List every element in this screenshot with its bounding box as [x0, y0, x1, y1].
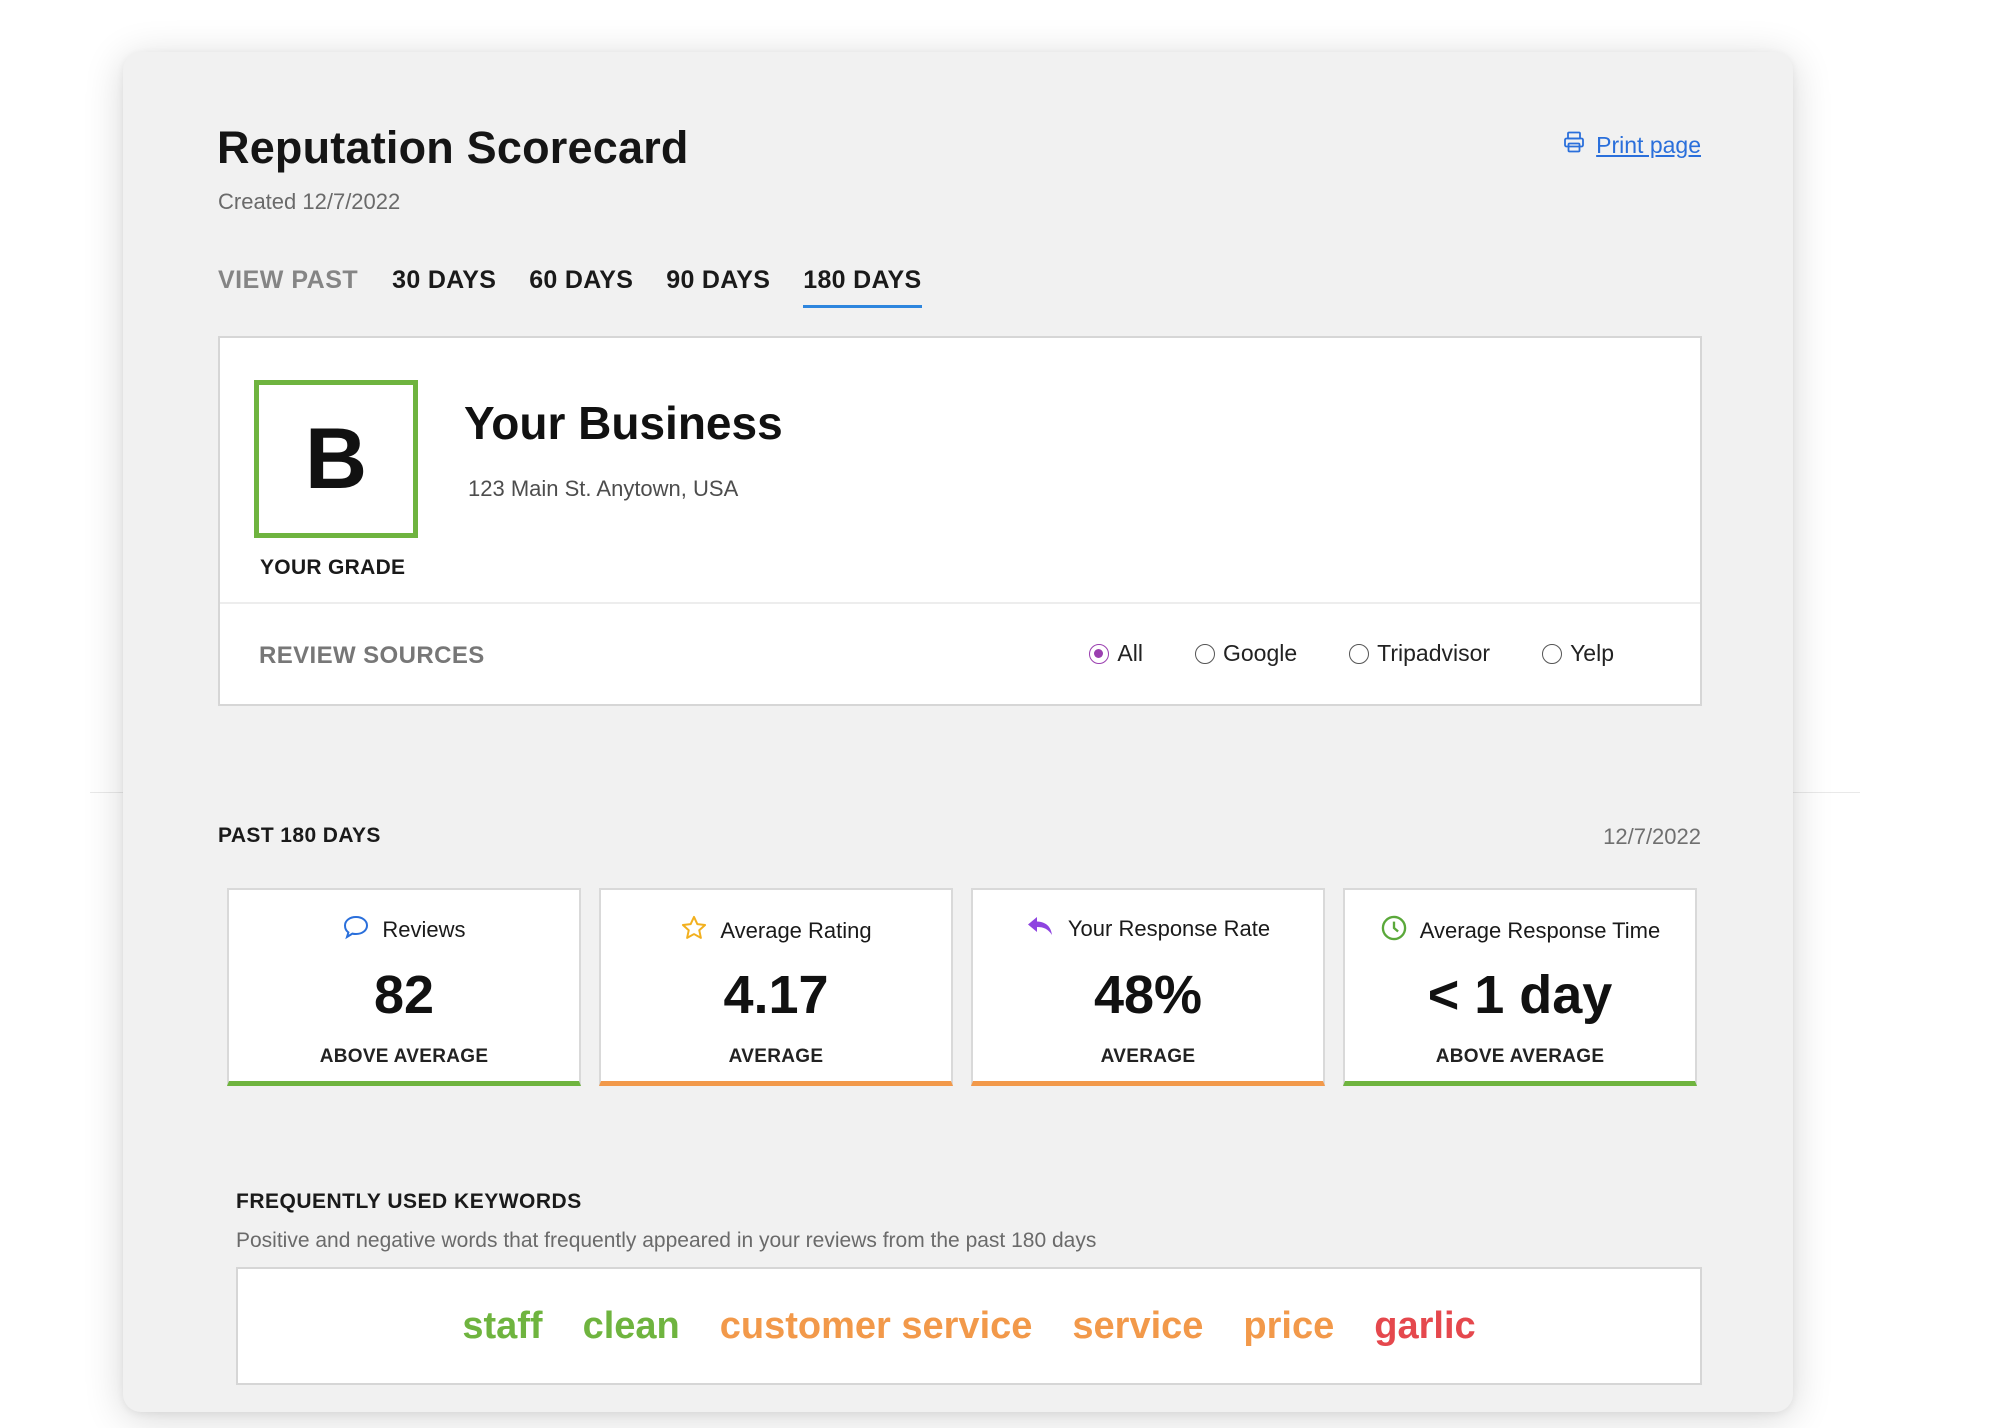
keyword: staff	[462, 1304, 543, 1347]
metric-title: Average Response Time	[1419, 918, 1661, 943]
metric-title: Average Rating	[720, 918, 872, 943]
source-radio-yelp[interactable]: Yelp	[1542, 640, 1614, 667]
grade-badge: B	[254, 380, 418, 538]
tab-30-days[interactable]: 30 DAYS	[392, 266, 497, 294]
radio-icon	[1542, 643, 1563, 664]
print-page-label: Print page	[1596, 131, 1701, 158]
speech-bubble-icon	[342, 914, 370, 946]
metric-card-response-rate: Your Response Rate 48% AVERAGE	[971, 888, 1325, 1086]
keyword: clean	[582, 1304, 680, 1347]
source-label-google: Google	[1222, 640, 1298, 666]
radio-icon	[1194, 643, 1215, 664]
reply-arrow-icon	[1026, 914, 1056, 944]
created-date: Created 12/7/2022	[218, 189, 401, 214]
radio-icon	[1349, 643, 1370, 664]
page-title: Reputation Scorecard	[217, 122, 689, 173]
source-radio-all[interactable]: All	[1089, 640, 1143, 667]
source-label-tripadvisor: Tripadvisor	[1377, 640, 1491, 666]
metric-title: Your Response Rate	[1067, 916, 1271, 941]
period-heading: PAST 180 DAYS	[218, 824, 381, 847]
keyword: customer service	[719, 1304, 1033, 1347]
keywords-description: Positive and negative words that frequen…	[236, 1229, 1097, 1252]
review-sources-label: REVIEW SOURCES	[259, 642, 485, 669]
source-label-all: All	[1117, 640, 1143, 666]
scorecard-panel: Reputation Scorecard Created 12/7/2022 P…	[123, 52, 1793, 1412]
business-address: 123 Main St. Anytown, USA	[468, 476, 739, 501]
keywords-heading: FREQUENTLY USED KEYWORDS	[236, 1190, 582, 1213]
metric-card-average-rating: Average Rating 4.17 AVERAGE	[599, 888, 953, 1086]
review-source-options: All Google Tripadvisor Yelp	[1089, 640, 1614, 667]
metric-status: ABOVE AVERAGE	[1435, 1046, 1605, 1067]
metric-status: AVERAGE	[1100, 1046, 1196, 1067]
metric-status: ABOVE AVERAGE	[319, 1046, 489, 1067]
metric-card-response-time: Average Response Time < 1 day ABOVE AVER…	[1343, 888, 1697, 1086]
metrics-row: Reviews 82 ABOVE AVERAGE Average Rating …	[227, 888, 1697, 1086]
keywords-box: staff clean customer service service pri…	[236, 1267, 1702, 1385]
keyword: price	[1243, 1304, 1335, 1347]
tab-180-days[interactable]: 180 DAYS	[803, 266, 922, 308]
metric-value: 4.17	[723, 965, 829, 1025]
tab-60-days[interactable]: 60 DAYS	[529, 266, 634, 294]
metric-title: Reviews	[382, 917, 466, 942]
period-date: 12/7/2022	[1603, 824, 1701, 849]
clock-icon	[1380, 914, 1408, 948]
star-icon	[680, 914, 708, 948]
view-past-label: VIEW PAST	[218, 266, 359, 294]
keyword: garlic	[1374, 1304, 1476, 1347]
review-sources-bar: REVIEW SOURCES All Google Tripadvisor Ye…	[220, 602, 1700, 704]
metric-status: AVERAGE	[728, 1046, 824, 1067]
source-radio-tripadvisor[interactable]: Tripadvisor	[1349, 640, 1490, 667]
business-name: Your Business	[464, 397, 783, 449]
period-tabs: VIEW PAST 30 DAYS 60 DAYS 90 DAYS 180 DA…	[218, 266, 955, 308]
print-page-link[interactable]: Print page	[1562, 130, 1701, 160]
metric-value: 82	[373, 965, 435, 1025]
metric-value: 48%	[1093, 965, 1203, 1025]
keyword: service	[1072, 1304, 1204, 1347]
radio-selected-icon	[1089, 643, 1110, 664]
metric-card-reviews: Reviews 82 ABOVE AVERAGE	[227, 888, 581, 1086]
metric-value: < 1 day	[1427, 965, 1613, 1025]
source-label-yelp: Yelp	[1570, 640, 1614, 666]
business-card: B YOUR GRADE Your Business 123 Main St. …	[218, 336, 1702, 706]
printer-icon	[1562, 130, 1586, 160]
source-radio-google[interactable]: Google	[1194, 640, 1298, 667]
tab-90-days[interactable]: 90 DAYS	[666, 266, 771, 294]
grade-label: YOUR GRADE	[260, 556, 406, 579]
